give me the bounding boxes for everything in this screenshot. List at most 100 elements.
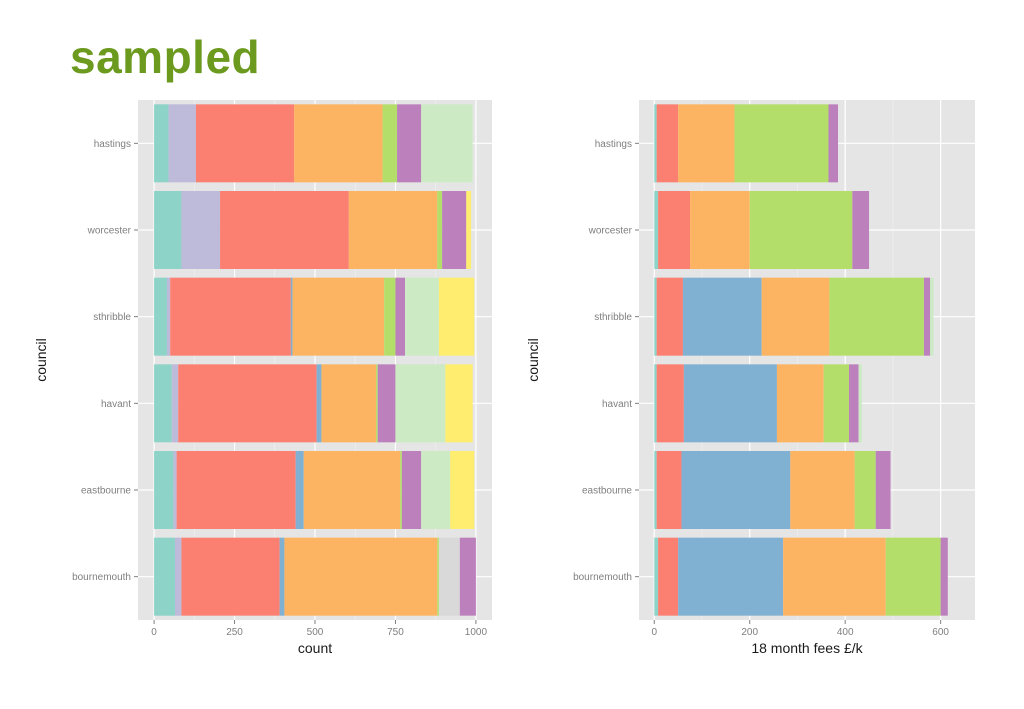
bar-segment — [828, 104, 839, 183]
fees-chart: 0 200 400 600 hastings worcester sthribble hava… — [525, 100, 975, 656]
bar-segment — [292, 277, 385, 356]
slide-title: sampled — [70, 31, 261, 83]
x-axis-title: count — [298, 640, 332, 656]
x-tick-label: 0 — [151, 627, 157, 638]
bar-segment — [316, 364, 322, 443]
bar-segment — [178, 364, 317, 443]
bar-segment — [437, 191, 443, 269]
bar-segment — [154, 451, 174, 529]
y-tick-label: bournemouth — [573, 572, 632, 583]
bar-segment — [321, 364, 377, 443]
bar-segment — [776, 364, 824, 443]
bar-segment — [790, 451, 855, 529]
bar-segment — [154, 277, 167, 356]
y-tick-label: eastbourne — [582, 486, 632, 497]
bar-segment — [678, 104, 735, 183]
bar-segment — [654, 191, 659, 269]
bar-segment — [377, 364, 396, 443]
plot-panel — [639, 100, 975, 620]
bar-segment — [761, 277, 830, 356]
x-tick-label: 250 — [226, 627, 243, 638]
bar-segment — [466, 191, 472, 269]
bar-segment — [348, 191, 438, 269]
bar-segment — [154, 104, 169, 183]
bar-segment — [654, 451, 657, 529]
bar-segment — [656, 451, 682, 529]
bar-segment — [940, 537, 948, 616]
bar-segment — [173, 451, 177, 529]
bar-segment — [401, 451, 422, 529]
bar-segment — [295, 451, 304, 529]
bar-segment — [279, 537, 285, 616]
bar-segment — [854, 451, 876, 529]
bar-segment — [654, 364, 657, 443]
bar-segment — [154, 364, 172, 443]
bar-segment — [181, 191, 221, 269]
x-tick-label: 0 — [651, 627, 657, 638]
bar-segment — [823, 364, 849, 443]
bar-segment — [681, 451, 791, 529]
y-tick-label: hastings — [94, 139, 131, 150]
bar-segment — [284, 537, 438, 616]
bar-segment — [654, 537, 659, 616]
y-tick-label: hastings — [595, 139, 632, 150]
bar-segment — [170, 277, 291, 356]
x-tick-label: 1000 — [465, 627, 488, 638]
bar-segment — [923, 277, 931, 356]
count-chart: 0 250 500 750 1000 hastings worcester sthribble… — [33, 100, 492, 656]
bar-segment — [658, 191, 691, 269]
bar-segment — [437, 537, 439, 616]
bar-segment — [294, 104, 383, 183]
bar-segment — [656, 364, 684, 443]
bar-segment — [166, 277, 171, 356]
bar-segment — [397, 104, 422, 183]
bar-segment — [654, 277, 657, 356]
y-tick-label: worcester — [588, 226, 633, 237]
bar-segment — [175, 537, 182, 616]
bar-segment — [875, 451, 891, 529]
bar-segment — [176, 451, 296, 529]
bar-segment — [749, 191, 853, 269]
bar-segment — [376, 364, 378, 443]
bar-segment — [384, 277, 396, 356]
bar-segment — [442, 191, 467, 269]
bar-segment — [459, 537, 476, 616]
bar-segment — [930, 277, 934, 356]
x-tick-label: 500 — [307, 627, 324, 638]
bar-segment — [195, 104, 295, 183]
bar-segment — [400, 451, 402, 529]
bar-segment — [734, 104, 829, 183]
bar-segment — [656, 104, 679, 183]
y-tick-label: sthribble — [93, 312, 131, 323]
bar-segment — [154, 537, 176, 616]
bar-segment — [849, 364, 859, 443]
bar-segment — [395, 277, 406, 356]
bar-segment — [678, 537, 784, 616]
x-tick-label: 200 — [741, 627, 758, 638]
bar-segment — [654, 104, 657, 183]
bar-segment — [783, 537, 886, 616]
bar-segment — [290, 277, 293, 356]
bar-segment — [405, 277, 439, 356]
bar-segment — [682, 277, 762, 356]
bar-segment — [829, 277, 924, 356]
bar-segment — [658, 537, 679, 616]
bar-segment — [690, 191, 750, 269]
bar-segment — [683, 364, 777, 443]
bar-segment — [303, 451, 401, 529]
bar-segment — [885, 537, 941, 616]
bar-segment — [220, 191, 349, 269]
x-tick-label: 750 — [387, 627, 404, 638]
bar-segment — [395, 364, 446, 443]
y-tick-label: havant — [602, 399, 632, 410]
y-tick-label: worcester — [87, 226, 132, 237]
bar-segment — [382, 104, 398, 183]
bar-segment — [445, 364, 473, 443]
bar-segment — [852, 191, 870, 269]
bar-segment — [421, 451, 451, 529]
bar-segment — [421, 104, 473, 183]
bar-segment — [450, 451, 475, 529]
bar-segment — [171, 364, 179, 443]
y-tick-label: bournemouth — [72, 572, 131, 583]
y-axis-title: council — [525, 338, 541, 382]
